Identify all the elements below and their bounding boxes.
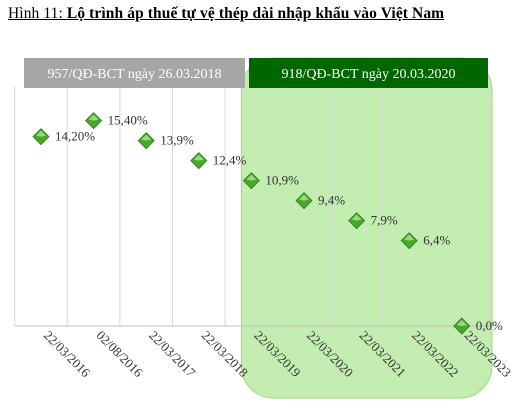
data-point-highlight	[456, 320, 467, 326]
x-tick-label: 02/08/2016	[93, 328, 146, 381]
data-label: 14,20%	[55, 129, 95, 144]
band-1	[24, 58, 245, 88]
figure-title-text: Lộ trình áp thuế tự vệ thép dài nhập khẩ…	[66, 5, 445, 22]
data-label: 15,40%	[108, 113, 148, 128]
data-point-highlight	[404, 234, 415, 241]
x-tick-label: 22/03/2017	[146, 328, 199, 381]
band-2	[249, 58, 488, 88]
highlight-hatch	[241, 58, 492, 398]
data-point-highlight	[36, 130, 46, 137]
data-label: 10,9%	[265, 173, 299, 188]
data-point-highlight	[193, 154, 204, 161]
band-label-1: 957/QĐ-BCT ngày 26.03.2018	[48, 67, 222, 82]
figure-title: Hình 11: Lộ trình áp thuế tự vệ thép dài…	[8, 5, 444, 23]
data-label: 6,4%	[423, 233, 450, 248]
data-label: 9,4%	[318, 193, 345, 208]
x-tick-label: 22/03/2016	[41, 328, 94, 381]
data-label: 13,9%	[160, 133, 194, 148]
data-label: 0,0%	[476, 318, 503, 333]
data-point-highlight	[351, 214, 362, 221]
data-label: 7,9%	[371, 213, 398, 228]
data-point-highlight	[299, 194, 309, 201]
data-point-highlight	[246, 174, 257, 181]
data-point	[85, 112, 103, 130]
band-label-2: 918/QĐ-BCT ngày 20.03.2020	[282, 67, 456, 82]
figure-number: Hình 11:	[8, 5, 63, 22]
data-label: 12,4%	[213, 153, 247, 168]
data-point-highlight	[88, 114, 99, 121]
data-point-highlight	[141, 134, 152, 141]
